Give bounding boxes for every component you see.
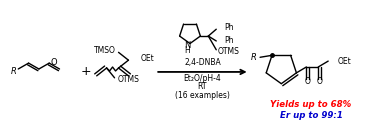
- Text: +: +: [81, 65, 91, 78]
- Text: N: N: [184, 41, 190, 50]
- Text: Et₂O/pH-4: Et₂O/pH-4: [184, 74, 221, 83]
- Text: Ph: Ph: [224, 36, 234, 45]
- Text: RT: RT: [198, 82, 207, 91]
- Text: Ph: Ph: [224, 23, 234, 32]
- Text: O: O: [316, 77, 322, 86]
- Text: R: R: [10, 67, 16, 76]
- Text: OTMS: OTMS: [217, 47, 239, 56]
- Text: OEt: OEt: [140, 54, 154, 63]
- Text: OTMS: OTMS: [118, 75, 139, 84]
- Text: OEt: OEt: [338, 57, 352, 66]
- Text: Er up to 99:1: Er up to 99:1: [280, 111, 342, 120]
- Text: (16 examples): (16 examples): [175, 91, 230, 100]
- Text: O: O: [304, 77, 310, 86]
- Text: 2,4-DNBA: 2,4-DNBA: [184, 58, 221, 67]
- Text: Yields up to 68%: Yields up to 68%: [271, 100, 352, 109]
- Text: O: O: [50, 58, 57, 67]
- Text: H: H: [184, 46, 190, 55]
- Text: TMSO: TMSO: [94, 46, 116, 55]
- Text: R: R: [251, 53, 257, 62]
